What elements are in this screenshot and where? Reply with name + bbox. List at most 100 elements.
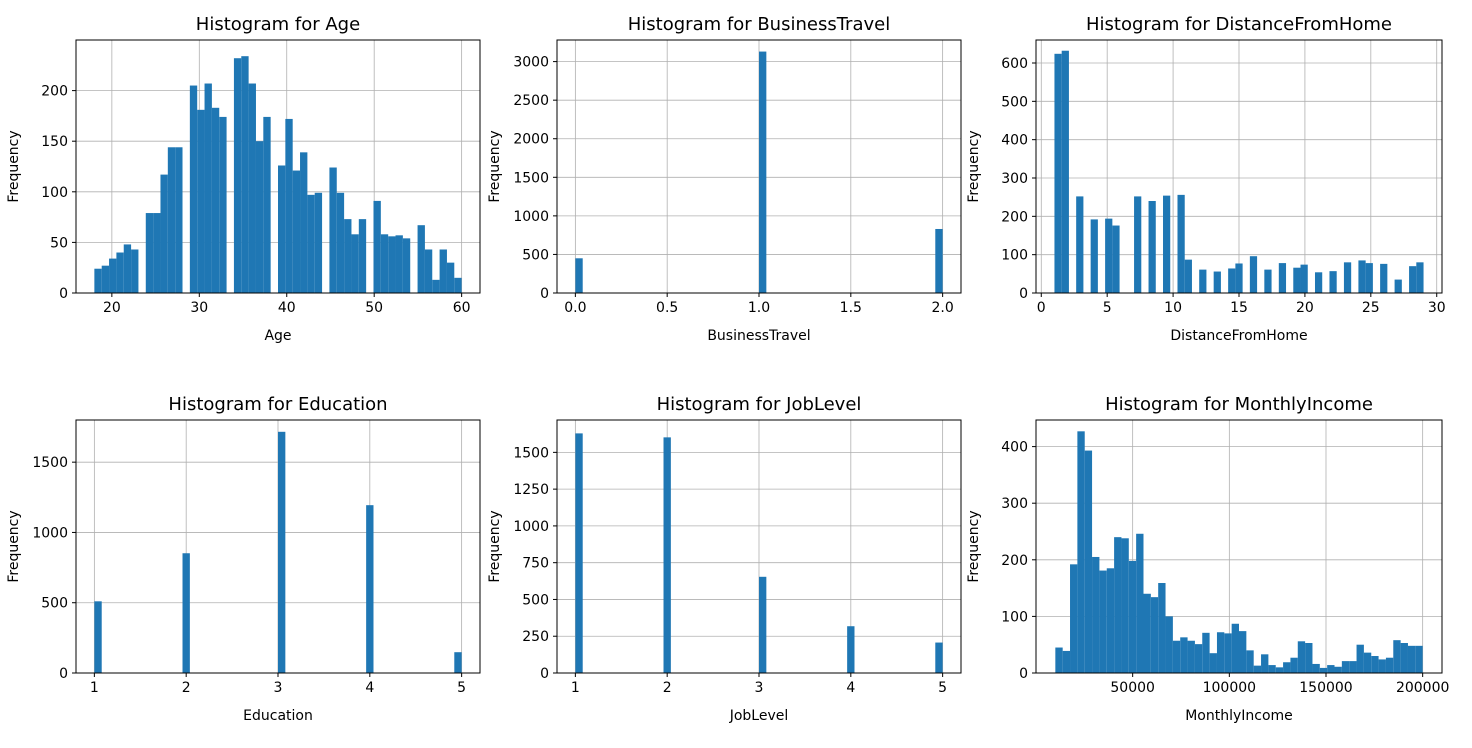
y-tick-label: 0 [1019,666,1028,682]
histogram-bar [439,249,447,293]
histogram-bar [285,118,293,293]
histogram-bar [1121,538,1129,673]
histogram-bar [182,553,190,673]
x-tick-label: 0.0 [564,300,586,316]
histogram-bar [1343,262,1352,293]
x-tick-label: 5 [938,680,947,696]
y-tick-label: 0 [540,666,549,682]
y-axis-label: Frequency [966,510,982,582]
histogram-bar [935,642,943,673]
histogram-bar [380,234,389,293]
histogram-bar [1228,268,1236,293]
histogram-bar [1177,194,1185,293]
histogram-bar [1415,645,1423,673]
histogram-bar [1216,632,1225,673]
histogram-bar [1283,662,1291,673]
histogram-bar [1290,657,1298,673]
histogram-bar [263,116,271,293]
y-axis-label: Frequency [487,510,503,582]
histogram-bar [94,268,102,293]
y-axis-label: Frequency [6,130,22,202]
x-tick-label: 2 [182,680,191,696]
histogram-bar [1114,537,1122,673]
histogram-education-panel: 1 2 3 4 5 0 500 1000 1500 Histogram for Education… [6,394,481,724]
histogram-bar [1314,272,1323,293]
histogram-bar [160,174,168,293]
histogram-bar [344,219,352,293]
histogram-bar [1202,632,1210,673]
y-tick-label: 0 [59,286,68,302]
y-tick-label: 200 [1001,553,1028,569]
histogram-bar [211,107,220,293]
histogram-bar [402,238,411,293]
histogram-bar [278,165,286,293]
histogram-bar [366,505,374,673]
histogram-bar [1150,597,1159,673]
histogram-bar [94,601,102,673]
x-tick-label: 3 [274,680,283,696]
y-tick-label: 600 [1001,56,1028,72]
histogram-bar [1061,50,1069,293]
histogram-bar [1312,663,1320,673]
histogram-bar [1235,263,1243,293]
histogram-bar [1054,53,1062,293]
y-tick-label: 100 [1001,248,1028,264]
x-axis-label: MonthlyIncome [1185,708,1293,724]
histogram-bar [454,277,462,293]
histogram-bar [153,213,161,293]
y-tick-label: 100 [1001,609,1028,625]
chart-title: Histogram for Age [196,14,360,35]
y-tick-label: 50 [50,235,68,251]
y-tick-label: 500 [522,592,549,608]
y-axis-label: Frequency [966,130,982,202]
x-tick-label: 4 [365,680,374,696]
histogram-bar [1264,269,1272,293]
histogram-bar [248,83,256,294]
histogram-bar [1209,653,1217,673]
histogram-businesstravel-panel: 0.0 0.5 1.0 1.5 2.0 0 500 1000 1500 2000 2500 3000 H… [487,14,962,344]
axes-frame [75,39,481,294]
histogram-bar [759,51,767,293]
y-tick-label: 400 [1001,133,1028,149]
y-tick-label: 1000 [513,209,549,225]
histogram-bar [278,431,286,673]
x-tick-label: 20 [103,300,121,316]
chart-title: Histogram for MonthlyIncome [1105,394,1373,415]
histogram-bar [1400,643,1408,673]
histogram-bar [1356,644,1364,673]
y-axis-label: Frequency [487,130,503,202]
histogram-bar [759,576,767,673]
x-tick-label: 10 [1164,300,1182,316]
histogram-bar [1213,271,1221,293]
histogram-bar [935,228,943,293]
histogram-bar [314,192,323,293]
histogram-bar [1329,271,1337,293]
histogram-bar [1112,225,1120,293]
histogram-bar [1090,219,1098,293]
y-axis-label: Frequency [6,510,22,582]
x-tick-label: 3 [755,680,764,696]
x-axis-label: Education [243,708,313,724]
histogram-bar [1076,196,1084,293]
x-tick-label: 2 [663,680,672,696]
histogram-bar [847,626,855,673]
histogram-bar [204,83,212,294]
histogram-bar [1158,583,1166,673]
x-axis-label: DistanceFromHome [1170,328,1307,344]
x-tick-label: 15 [1230,300,1248,316]
histogram-bar [1084,450,1093,673]
histogram-bar [329,167,337,293]
x-tick-label: 2.0 [932,300,954,316]
y-tick-label: 1500 [32,455,68,471]
y-tick-label: 1000 [32,525,68,541]
x-tick-label: 30 [190,300,208,316]
y-tick-label: 100 [41,185,68,201]
x-tick-label: 30 [1428,300,1446,316]
histogram-bar [1293,267,1301,293]
x-tick-label: 50000 [1110,680,1155,696]
histogram-bar [167,147,176,293]
histogram-bar [1239,631,1247,673]
histogram-bar [1319,667,1328,673]
histogram-bar [1106,568,1115,673]
histogram-bar [1297,641,1306,673]
